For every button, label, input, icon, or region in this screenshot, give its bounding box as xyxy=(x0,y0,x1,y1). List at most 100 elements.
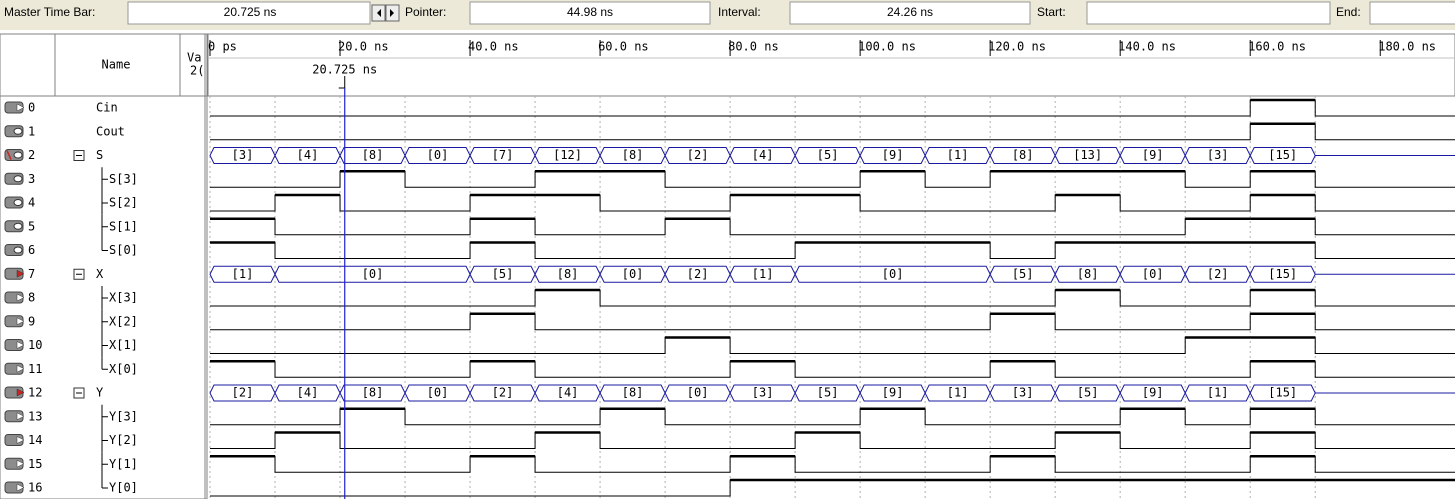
pin-arrow xyxy=(16,293,25,302)
signal-name: S xyxy=(96,148,103,162)
bus-value: [0] xyxy=(427,386,449,400)
bus-value: [8] xyxy=(557,267,579,281)
bus-value: [2] xyxy=(232,386,254,400)
signal-name: X[2] xyxy=(109,314,138,328)
pin-out xyxy=(13,175,23,183)
bus-mark xyxy=(6,150,12,160)
bus-value: [4] xyxy=(297,386,319,400)
bus-value: [8] xyxy=(362,148,384,162)
bus-value: [13] xyxy=(1073,148,1102,162)
tick-label: 180.0 ns xyxy=(1378,40,1436,54)
signal-name: Cout xyxy=(96,124,125,138)
bus-value: [9] xyxy=(1142,386,1164,400)
tree-line xyxy=(101,357,108,370)
tree-line xyxy=(101,191,108,215)
bus-value: [1] xyxy=(1207,386,1229,400)
bus-value: [2] xyxy=(492,386,514,400)
bus-value: [3] xyxy=(1012,386,1034,400)
signal-name: Y[0] xyxy=(109,481,138,495)
name-panel xyxy=(0,33,208,499)
row-index: 13 xyxy=(28,409,42,423)
tick-label: 0 ps xyxy=(208,40,237,54)
signal-name: Y xyxy=(96,386,104,400)
bus-value: [2] xyxy=(1207,267,1229,281)
bus-value: [15] xyxy=(1268,267,1297,281)
row-index: 11 xyxy=(28,362,42,376)
bus-value: [8] xyxy=(1077,267,1099,281)
value-header: Va xyxy=(187,51,201,65)
bus-value: [1] xyxy=(232,267,254,281)
bus-value: [15] xyxy=(1268,148,1297,162)
bus-value: [1] xyxy=(947,148,969,162)
pin-arrow xyxy=(16,483,25,492)
signal-name: Y[3] xyxy=(109,409,138,423)
bus-value: [5] xyxy=(1077,386,1099,400)
bus-value: [8] xyxy=(1012,148,1034,162)
tree-line xyxy=(101,428,108,453)
end-box[interactable] xyxy=(1369,1,1455,25)
row-index: 12 xyxy=(28,386,42,400)
value-header-sub: 2( xyxy=(190,64,204,78)
pin-arrow xyxy=(16,317,25,326)
pin-arrow xyxy=(16,459,25,468)
pin-arrow xyxy=(16,103,25,112)
arrow xyxy=(377,9,381,17)
bit-wave xyxy=(210,170,1455,188)
bit-wave xyxy=(210,360,1455,378)
tree-line xyxy=(101,404,108,429)
time-ruler xyxy=(207,33,1455,97)
tick-label: 160.0 ns xyxy=(1248,40,1306,54)
label: Interval: xyxy=(718,5,761,19)
bus-value: [0] xyxy=(1142,267,1164,281)
tree-line xyxy=(101,238,108,251)
row-index: 5 xyxy=(28,219,35,233)
label: Master Time Bar: xyxy=(4,5,95,19)
pin-arrow xyxy=(16,269,25,278)
signal-name: S[3] xyxy=(109,172,138,186)
label: Pointer: xyxy=(405,5,446,19)
row-index: 15 xyxy=(28,457,42,471)
bus-value: [1] xyxy=(947,386,969,400)
signal-name: S[1] xyxy=(109,219,138,233)
bit-wave xyxy=(210,289,1455,307)
bus-value: [7] xyxy=(492,148,514,162)
bus-value: [9] xyxy=(882,148,904,162)
value: 44.98 ns xyxy=(567,5,613,19)
row-index: 7 xyxy=(28,267,35,281)
row-index: 14 xyxy=(28,433,42,447)
header xyxy=(0,33,208,97)
pin-arrow xyxy=(16,388,25,397)
bus-value: [9] xyxy=(882,386,904,400)
bus-value: [3] xyxy=(1207,148,1229,162)
signal-name: X[3] xyxy=(109,291,138,305)
label: Start: xyxy=(1037,5,1066,19)
tree-line xyxy=(101,167,108,191)
bus-value: [9] xyxy=(1142,148,1164,162)
bus-value: [8] xyxy=(362,386,384,400)
start-box[interactable] xyxy=(1086,1,1331,25)
signal-name: X[0] xyxy=(109,362,138,376)
bus-value: [5] xyxy=(817,148,839,162)
tick-label: 120.0 ns xyxy=(988,40,1046,54)
bit-wave xyxy=(210,218,1455,236)
tree-line xyxy=(101,214,108,239)
pin-out xyxy=(13,151,23,159)
bus-value: [1] xyxy=(752,267,774,281)
pin-arrow xyxy=(16,341,25,349)
tick-label: 80.0 ns xyxy=(728,40,779,54)
row-index: 1 xyxy=(28,124,35,138)
cursor-label: 20.725 ns xyxy=(312,63,377,77)
row-index: 4 xyxy=(28,196,35,210)
master-box[interactable] xyxy=(127,1,371,25)
pin-arrow xyxy=(16,364,25,373)
value: 20.725 ns xyxy=(224,5,277,19)
signal-name: S[2] xyxy=(109,196,138,210)
arrow xyxy=(390,9,394,17)
tick-label: 20.0 ns xyxy=(338,40,389,54)
bus-value: [5] xyxy=(1012,267,1034,281)
pin-out xyxy=(13,199,23,206)
row-index: 0 xyxy=(28,101,35,115)
value: 24.26 ns xyxy=(887,5,933,19)
tick-label: 40.0 ns xyxy=(468,40,519,54)
bit-wave xyxy=(210,99,1455,117)
